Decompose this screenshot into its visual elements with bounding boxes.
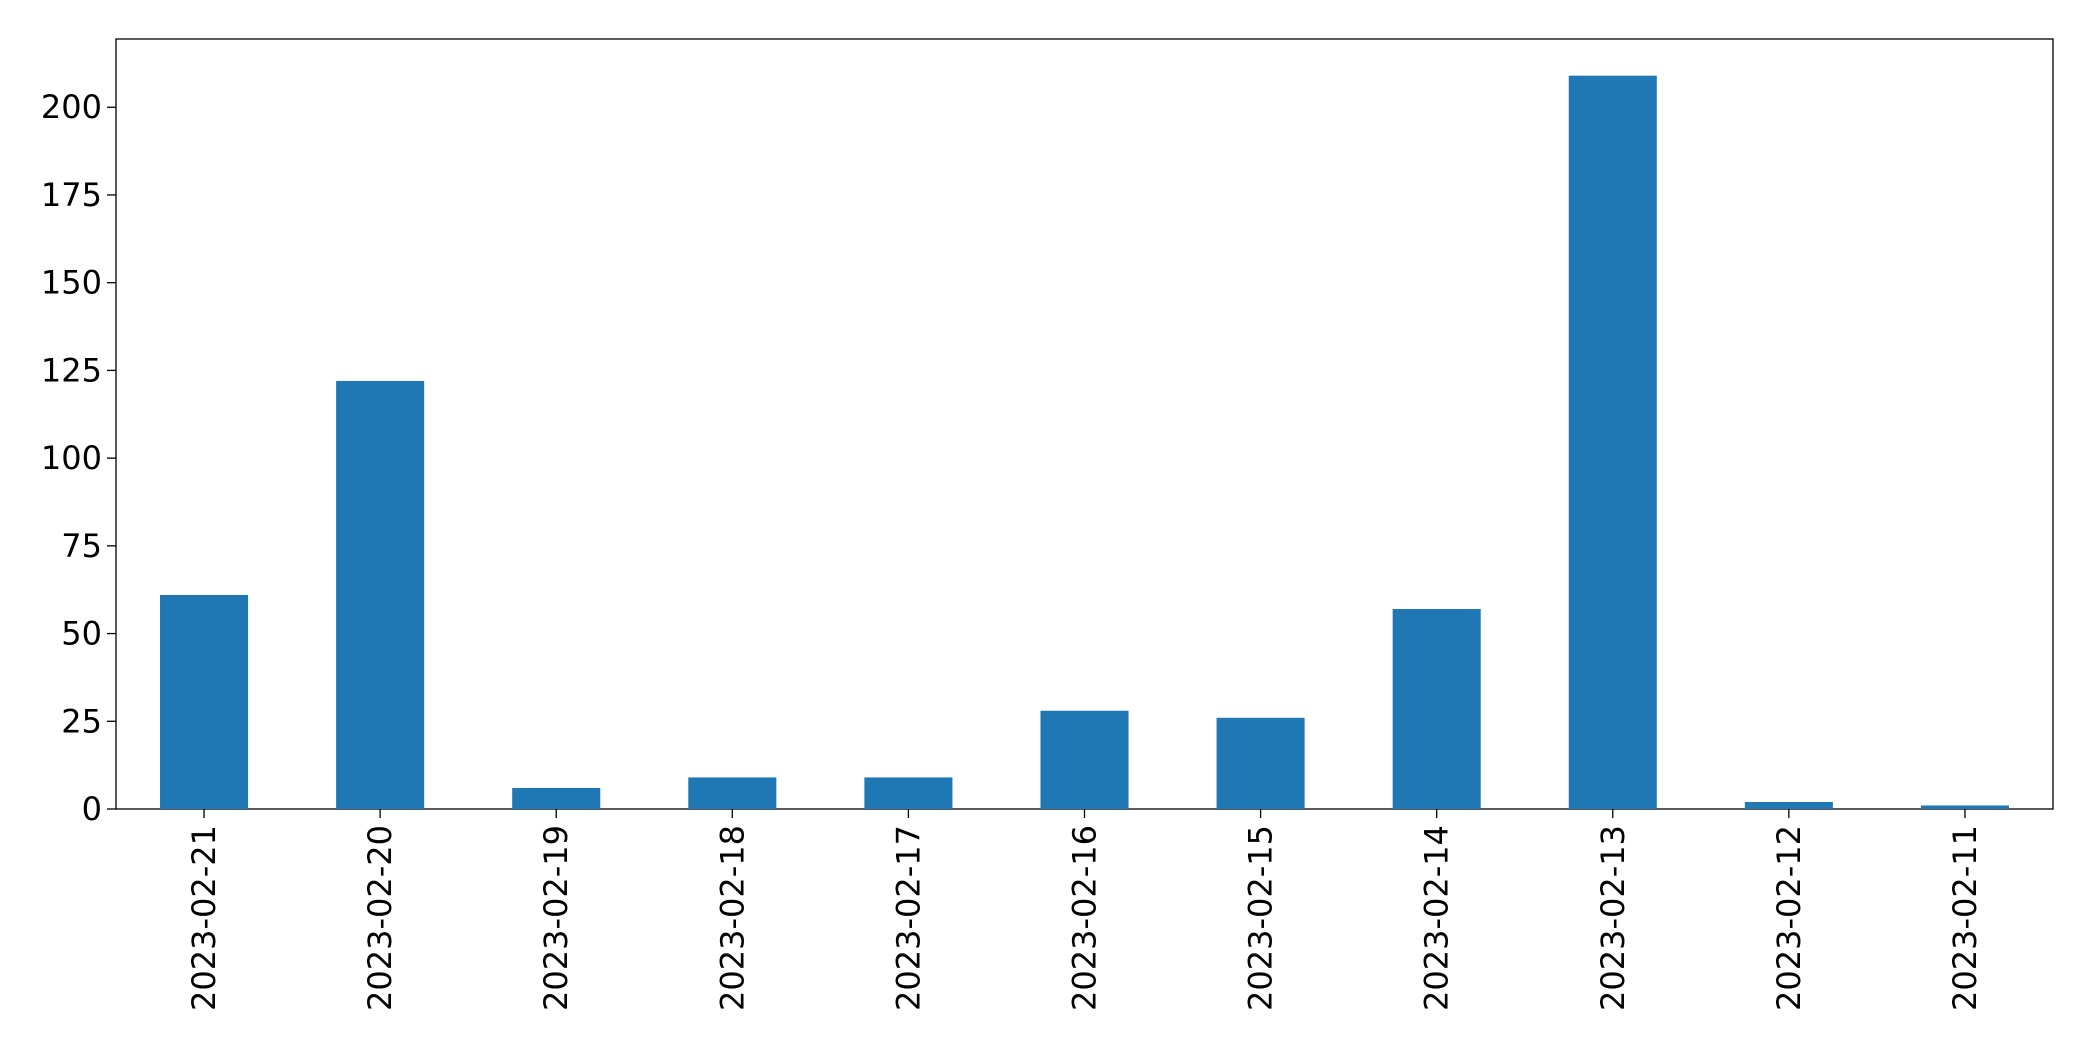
x-tick-label: 2023-02-18 xyxy=(713,825,751,1011)
bar xyxy=(336,380,425,809)
x-tick-label: 2023-02-12 xyxy=(1770,825,1808,1011)
x-tick-label: 2023-02-17 xyxy=(889,825,927,1011)
bar xyxy=(1920,805,2009,809)
x-tick-label: 2023-02-19 xyxy=(537,825,575,1011)
y-tick-label: 200 xyxy=(41,88,102,126)
y-tick-label: 25 xyxy=(61,702,102,740)
bar xyxy=(864,777,953,809)
bar xyxy=(1040,710,1129,809)
bar xyxy=(1216,717,1305,809)
x-tick-label: 2023-02-16 xyxy=(1066,825,1104,1011)
x-tick-label: 2023-02-11 xyxy=(1946,825,1984,1011)
y-tick-label: 175 xyxy=(41,176,102,214)
bar xyxy=(1392,609,1481,809)
bar xyxy=(160,594,249,809)
x-tick-label: 2023-02-13 xyxy=(1594,825,1632,1011)
y-tick-label: 150 xyxy=(41,264,102,302)
x-tick-label: 2023-02-20 xyxy=(361,825,399,1011)
bar xyxy=(1744,801,1833,809)
bar xyxy=(1568,75,1657,809)
x-tick-label: 2023-02-14 xyxy=(1418,825,1456,1011)
x-tick-label: 2023-02-15 xyxy=(1242,825,1280,1011)
x-tick-label: 2023-02-21 xyxy=(185,825,223,1011)
bar xyxy=(688,777,777,809)
y-tick-label: 75 xyxy=(61,527,102,565)
y-tick-label: 100 xyxy=(41,439,102,477)
y-tick-label: 125 xyxy=(41,351,102,389)
y-tick-label: 0 xyxy=(82,790,102,828)
y-tick-label: 50 xyxy=(61,615,102,653)
bar xyxy=(512,787,601,809)
